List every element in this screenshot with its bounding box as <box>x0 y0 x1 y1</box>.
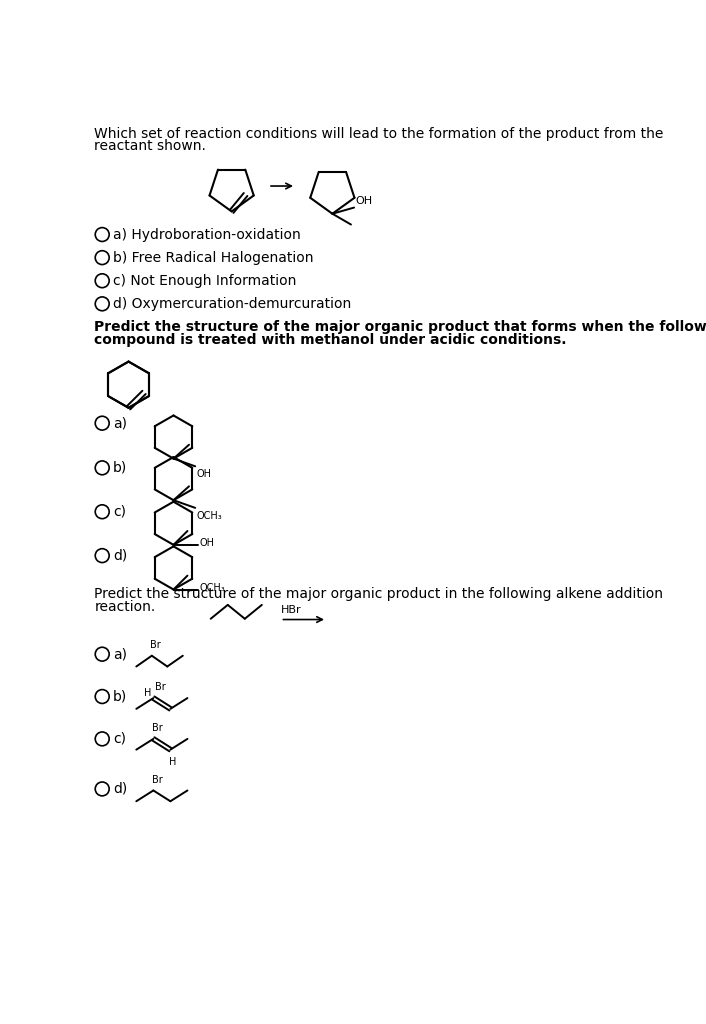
Text: H: H <box>169 757 176 767</box>
Text: OH: OH <box>197 469 212 479</box>
Text: b): b) <box>113 689 127 703</box>
Text: Which set of reaction conditions will lead to the formation of the product from : Which set of reaction conditions will le… <box>95 127 664 140</box>
Text: reaction.: reaction. <box>95 600 156 614</box>
Text: OH: OH <box>356 196 373 206</box>
Text: reactant shown.: reactant shown. <box>95 139 206 153</box>
Text: d) Oxymercuration-demurcuration: d) Oxymercuration-demurcuration <box>113 297 352 311</box>
Text: HBr: HBr <box>281 605 301 615</box>
Text: compound is treated with methanol under acidic conditions.: compound is treated with methanol under … <box>95 333 567 347</box>
Text: Br: Br <box>152 775 162 784</box>
Text: d): d) <box>113 782 127 796</box>
Text: a) Hydroboration-oxidation: a) Hydroboration-oxidation <box>113 227 301 242</box>
Text: OH: OH <box>200 539 215 548</box>
Text: H: H <box>144 688 151 698</box>
Text: a): a) <box>113 647 127 662</box>
Text: OCH₃: OCH₃ <box>200 583 226 593</box>
Text: Predict the structure of the major organic product that forms when the following: Predict the structure of the major organ… <box>95 319 706 334</box>
Text: b): b) <box>113 461 127 475</box>
Text: c): c) <box>113 732 126 745</box>
Text: Predict the structure of the major organic product in the following alkene addit: Predict the structure of the major organ… <box>95 587 664 601</box>
Text: Br: Br <box>150 640 161 650</box>
Text: c) Not Enough Information: c) Not Enough Information <box>113 273 297 288</box>
Text: Br: Br <box>155 682 166 692</box>
Text: OCH₃: OCH₃ <box>197 511 222 521</box>
Text: b) Free Radical Halogenation: b) Free Radical Halogenation <box>113 251 313 264</box>
Text: d): d) <box>113 549 127 562</box>
Text: c): c) <box>113 505 126 519</box>
Text: a): a) <box>113 416 127 430</box>
Text: Br: Br <box>152 723 162 733</box>
